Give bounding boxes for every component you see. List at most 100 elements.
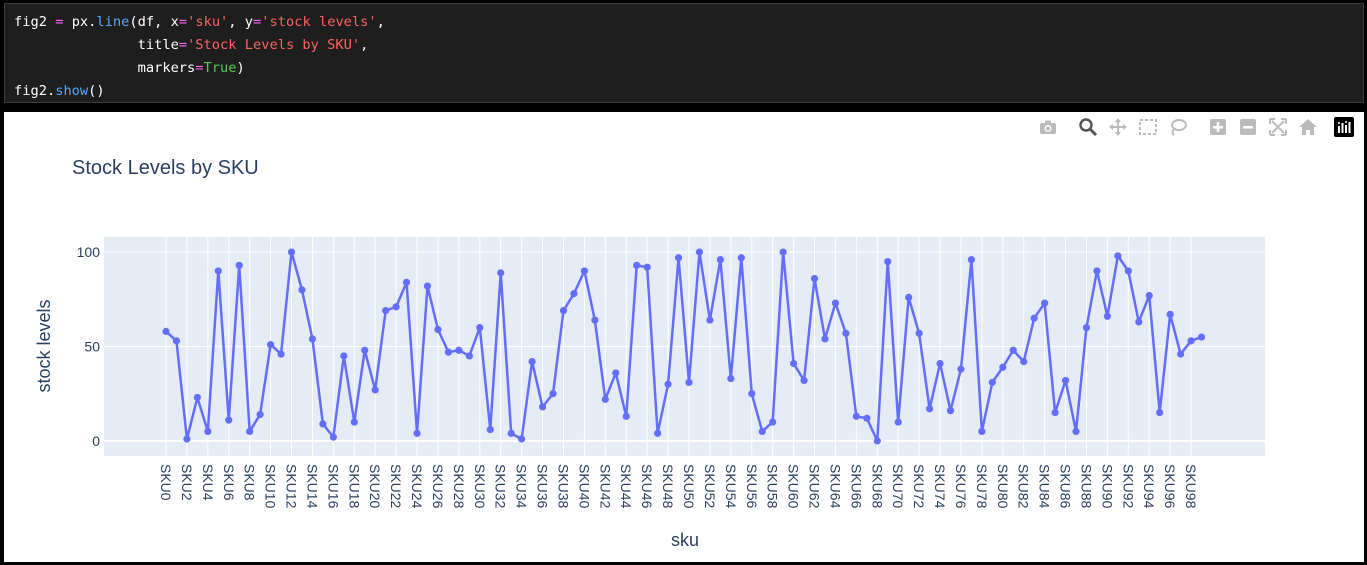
- data-point[interactable]: [821, 335, 829, 343]
- data-point[interactable]: [497, 269, 505, 277]
- data-point[interactable]: [1082, 324, 1091, 332]
- data-point[interactable]: [863, 414, 871, 422]
- data-point[interactable]: [925, 405, 934, 413]
- data-point[interactable]: [894, 418, 902, 426]
- box-select-icon[interactable]: [1138, 116, 1158, 138]
- data-point[interactable]: [1009, 346, 1017, 354]
- data-point[interactable]: [340, 352, 348, 360]
- data-point[interactable]: [392, 303, 400, 311]
- data-point[interactable]: [1166, 310, 1174, 319]
- data-point[interactable]: [810, 274, 819, 283]
- data-point[interactable]: [601, 395, 609, 403]
- plotly-logo-icon[interactable]: [1334, 116, 1354, 138]
- data-point[interactable]: [633, 261, 641, 269]
- data-point[interactable]: [1177, 350, 1185, 358]
- data-point[interactable]: [580, 267, 589, 275]
- data-point[interactable]: [287, 248, 296, 256]
- data-point[interactable]: [737, 254, 745, 262]
- data-point[interactable]: [716, 256, 724, 264]
- data-point[interactable]: [831, 299, 840, 307]
- data-point[interactable]: [1156, 408, 1164, 417]
- data-point[interactable]: [277, 350, 285, 358]
- autoscale-icon[interactable]: [1268, 116, 1288, 138]
- data-point[interactable]: [1051, 408, 1059, 417]
- data-point[interactable]: [413, 429, 421, 437]
- data-point[interactable]: [1135, 318, 1143, 326]
- data-point[interactable]: [591, 316, 599, 324]
- data-point[interactable]: [256, 410, 264, 419]
- data-point[interactable]: [612, 369, 620, 377]
- data-point[interactable]: [402, 278, 411, 286]
- data-point[interactable]: [999, 363, 1007, 371]
- data-point[interactable]: [528, 358, 536, 366]
- data-point[interactable]: [664, 380, 672, 388]
- data-point[interactable]: [873, 437, 881, 445]
- data-point[interactable]: [1061, 376, 1070, 385]
- data-point[interactable]: [1114, 252, 1122, 260]
- data-point[interactable]: [1041, 299, 1049, 307]
- data-point[interactable]: [706, 316, 714, 324]
- data-point[interactable]: [235, 261, 243, 269]
- data-point[interactable]: [246, 427, 254, 436]
- data-point[interactable]: [967, 256, 976, 264]
- data-point[interactable]: [549, 390, 557, 398]
- data-point[interactable]: [1020, 358, 1028, 366]
- pan-icon[interactable]: [1108, 116, 1128, 138]
- data-point[interactable]: [570, 290, 578, 298]
- lasso-select-icon[interactable]: [1168, 116, 1188, 138]
- data-point[interactable]: [214, 267, 222, 275]
- data-point[interactable]: [1187, 337, 1195, 345]
- data-point[interactable]: [361, 346, 369, 354]
- data-point[interactable]: [769, 418, 777, 426]
- data-point[interactable]: [936, 359, 944, 368]
- data-point[interactable]: [538, 403, 547, 411]
- line-chart[interactable]: SKU0 SKU2 SKU4 SKU6 SKU8 SKU10 SKU12 SKU14 SKU16…: [4, 112, 1364, 562]
- data-point[interactable]: [1124, 267, 1132, 275]
- data-point[interactable]: [622, 412, 630, 420]
- zoom-out-icon[interactable]: [1238, 116, 1258, 138]
- data-point[interactable]: [434, 325, 442, 334]
- data-point[interactable]: [1145, 291, 1153, 300]
- data-point[interactable]: [915, 329, 923, 337]
- data-point[interactable]: [842, 329, 850, 337]
- data-point[interactable]: [329, 433, 337, 441]
- data-point[interactable]: [350, 418, 358, 426]
- data-point[interactable]: [444, 348, 453, 356]
- data-point[interactable]: [1103, 312, 1111, 320]
- data-point[interactable]: [748, 390, 756, 398]
- data-point[interactable]: [382, 307, 390, 315]
- data-point[interactable]: [1072, 427, 1080, 436]
- data-point[interactable]: [455, 346, 463, 354]
- data-point[interactable]: [884, 257, 892, 266]
- zoom-in-icon[interactable]: [1208, 116, 1228, 138]
- data-point[interactable]: [654, 429, 662, 437]
- data-point[interactable]: [204, 427, 212, 436]
- code-cell[interactable]: fig2 = px.line(df, x='sku', y='stock lev…: [4, 3, 1364, 103]
- data-point[interactable]: [486, 425, 494, 434]
- data-point[interactable]: [643, 263, 651, 271]
- data-point[interactable]: [183, 435, 191, 443]
- data-point[interactable]: [465, 352, 473, 360]
- camera-icon[interactable]: [1038, 116, 1058, 138]
- data-point[interactable]: [905, 293, 913, 302]
- data-point[interactable]: [946, 407, 955, 415]
- data-point[interactable]: [790, 359, 798, 368]
- data-point[interactable]: [559, 307, 568, 315]
- data-point[interactable]: [193, 393, 201, 402]
- data-point[interactable]: [685, 378, 693, 386]
- data-point[interactable]: [800, 376, 808, 385]
- data-point[interactable]: [225, 416, 233, 424]
- data-point[interactable]: [267, 341, 275, 349]
- data-point[interactable]: [727, 374, 735, 383]
- data-point[interactable]: [758, 427, 766, 436]
- data-point[interactable]: [308, 335, 317, 343]
- data-point[interactable]: [695, 248, 704, 256]
- data-point[interactable]: [476, 324, 484, 332]
- data-point[interactable]: [423, 282, 432, 290]
- zoom-icon[interactable]: [1078, 116, 1098, 138]
- data-point[interactable]: [978, 427, 986, 436]
- data-point[interactable]: [988, 378, 996, 386]
- data-point[interactable]: [1030, 314, 1038, 322]
- data-point[interactable]: [298, 286, 306, 294]
- data-point[interactable]: [1197, 333, 1206, 341]
